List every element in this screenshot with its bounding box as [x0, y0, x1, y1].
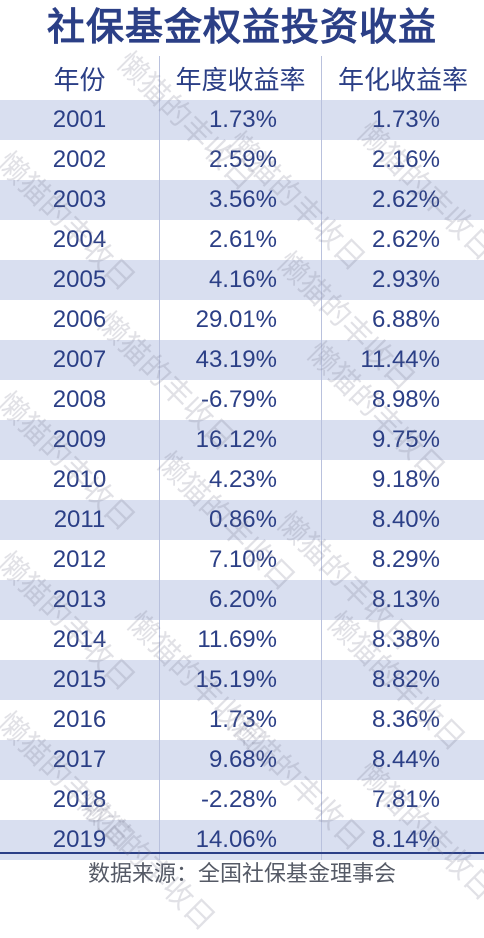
annual-return-cell: 11.69% [160, 620, 322, 660]
annual-return-cell: 14.06% [160, 820, 322, 860]
table-row: 2001 1.73% 1.73% [0, 100, 484, 140]
annualized-return-cell: 8.14% [371, 826, 440, 853]
table-row: 2018 -2.28% 7.81% [0, 780, 484, 820]
year-cell: 2003 [0, 180, 160, 220]
annual-return-cell: 29.01% [160, 300, 322, 340]
table-row: 2002 2.59% 2.16% [0, 140, 484, 180]
annualized-return-cell: 8.13% [371, 586, 440, 613]
annualized-return-cell: 1.73% [371, 106, 440, 133]
year-cell: 2014 [0, 620, 160, 660]
year-cell: 2012 [0, 540, 160, 580]
annualized-return-cell: 8.40% [371, 506, 440, 533]
annual-return-cell: 1.73% [160, 100, 322, 140]
annual-return-cell: 9.68% [160, 740, 322, 780]
table-row: 2011 0.86% 8.40% [0, 500, 484, 540]
table-row: 2007 43.19% 11.44% [0, 340, 484, 380]
header-year: 年份 [0, 56, 160, 100]
annual-return-cell: 2.61% [160, 220, 322, 260]
annualized-return-cell: 8.29% [371, 546, 440, 573]
annualized-return-cell: 9.18% [371, 466, 440, 493]
annualized-return-cell: 6.88% [371, 306, 440, 333]
year-cell: 2016 [0, 700, 160, 740]
table-row: 2014 11.69% 8.38% [0, 620, 484, 660]
annualized-return-cell: 9.75% [371, 426, 440, 453]
year-cell: 2005 [0, 260, 160, 300]
annual-return-cell: -6.79% [160, 380, 322, 420]
annualized-return-cell: 2.93% [371, 266, 440, 293]
annualized-return-cell: 2.62% [371, 186, 440, 213]
table-row: 2009 16.12% 9.75% [0, 420, 484, 460]
year-cell: 2015 [0, 660, 160, 700]
year-cell: 2001 [0, 100, 160, 140]
annual-return-cell: 1.73% [160, 700, 322, 740]
year-cell: 2017 [0, 740, 160, 780]
table-row: 2015 15.19% 8.82% [0, 660, 484, 700]
table-row: 2003 3.56% 2.62% [0, 180, 484, 220]
table-row: 2006 29.01% 6.88% [0, 300, 484, 340]
annualized-return-cell: 7.81% [371, 786, 440, 813]
annual-return-cell: 6.20% [160, 580, 322, 620]
annualized-return-cell: 11.44% [360, 346, 440, 373]
year-cell: 2013 [0, 580, 160, 620]
annual-return-cell: 7.10% [160, 540, 322, 580]
page-title: 社保基金权益投资收益 [46, 7, 437, 49]
year-cell: 2010 [0, 460, 160, 500]
annual-return-cell: 0.86% [160, 500, 322, 540]
year-cell: 2004 [0, 220, 160, 260]
source-note: 数据来源：全国社保基金理事会 [0, 852, 484, 898]
annualized-return-cell: 2.16% [371, 146, 440, 173]
annual-return-cell: 3.56% [160, 180, 322, 220]
table-header: 年份 年度收益率 年化收益率 [0, 56, 484, 100]
annualized-return-cell: 8.36% [371, 706, 440, 733]
annual-return-cell: 15.19% [160, 660, 322, 700]
header-annualized-return: 年化收益率 [337, 64, 468, 95]
annual-return-cell: 43.19% [160, 340, 322, 380]
year-cell: 2018 [0, 780, 160, 820]
annual-return-cell: 16.12% [160, 420, 322, 460]
year-cell: 2002 [0, 140, 160, 180]
year-cell: 2009 [0, 420, 160, 460]
annualized-return-cell: 2.62% [371, 226, 440, 253]
table-row: 2012 7.10% 8.29% [0, 540, 484, 580]
annual-return-cell: -2.28% [160, 780, 322, 820]
table-row: 2008 -6.79% 8.98% [0, 380, 484, 420]
annualized-return-cell: 8.38% [371, 626, 440, 653]
year-cell: 2007 [0, 340, 160, 380]
year-cell: 2008 [0, 380, 160, 420]
table-row: 2004 2.61% 2.62% [0, 220, 484, 260]
annual-return-cell: 4.23% [160, 460, 322, 500]
year-cell: 2019 [0, 820, 160, 860]
annualized-return-cell: 8.44% [371, 746, 440, 773]
returns-table: 年份 年度收益率 年化收益率 2001 1.73% 1.73% 2002 2.59% 2.… [0, 56, 484, 860]
year-cell: 2011 [0, 500, 160, 540]
annualized-return-cell: 8.98% [371, 386, 440, 413]
table-row: 2005 4.16% 2.93% [0, 260, 484, 300]
header-annual-return: 年度收益率 [160, 56, 322, 100]
table-row: 2017 9.68% 8.44% [0, 740, 484, 780]
year-cell: 2006 [0, 300, 160, 340]
annual-return-cell: 2.59% [160, 140, 322, 180]
table-row: 2016 1.73% 8.36% [0, 700, 484, 740]
annualized-return-cell: 8.82% [371, 666, 440, 693]
annual-return-cell: 4.16% [160, 260, 322, 300]
table-row: 2010 4.23% 9.18% [0, 460, 484, 500]
table-row: 2013 6.20% 8.13% [0, 580, 484, 620]
